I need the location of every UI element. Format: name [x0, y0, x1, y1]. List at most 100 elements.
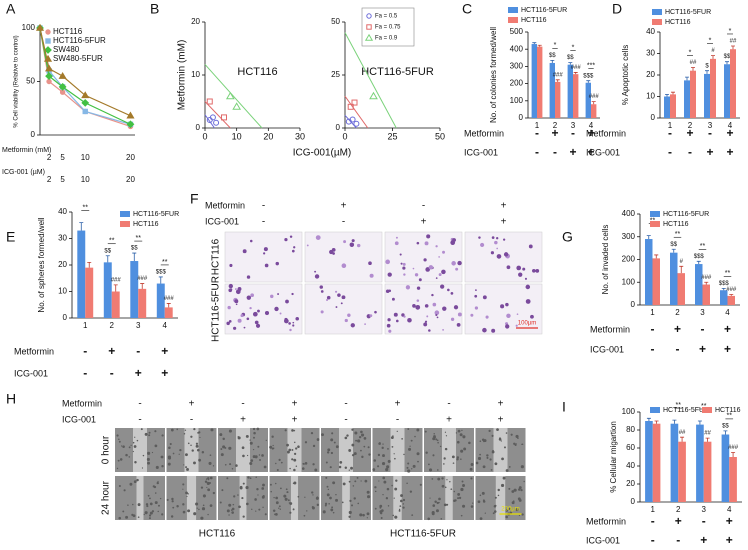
scale-bar-label: 100µm: [518, 321, 536, 327]
cell: [222, 437, 225, 441]
cell: [436, 501, 439, 505]
cell: [414, 435, 416, 438]
cell: [411, 514, 414, 517]
y-axis-label: Metformin (mM): [177, 40, 188, 111]
cell: [457, 429, 461, 433]
sign: -: [571, 126, 575, 140]
cell: [199, 436, 201, 439]
significance-mark: $$: [670, 242, 677, 248]
cell: [344, 436, 348, 440]
wound: [287, 428, 302, 472]
wound: [445, 476, 453, 520]
cell: [369, 273, 374, 278]
cell: [166, 498, 169, 502]
cell: [304, 496, 306, 498]
cell: [442, 306, 447, 311]
cell: [128, 456, 131, 458]
cell: [140, 428, 143, 431]
sign: -: [651, 342, 655, 356]
cell: [209, 476, 213, 480]
error-bar: [704, 281, 709, 285]
x-tick-label: 3: [700, 308, 705, 317]
bar: [138, 288, 147, 318]
cell: [350, 323, 355, 328]
cell: [291, 449, 294, 451]
cell: [195, 442, 199, 445]
error-bar: [672, 419, 677, 424]
cell: [293, 246, 296, 249]
cell: [431, 478, 434, 480]
cell: [441, 477, 444, 480]
cell: [363, 437, 367, 440]
row-name: ICG-001: [205, 216, 239, 226]
row-label: 0 hour: [101, 435, 112, 464]
cell: [183, 464, 185, 466]
cell: [506, 313, 511, 319]
error-bar: [685, 76, 689, 81]
cell: [463, 447, 467, 451]
cell: [212, 465, 215, 467]
sign: -: [262, 217, 265, 228]
cell: [265, 439, 267, 441]
cell: [176, 505, 179, 508]
cell: [315, 235, 321, 240]
cell: [131, 503, 134, 506]
cell: [239, 486, 243, 490]
cell: [149, 511, 153, 515]
cell: [472, 502, 474, 504]
y-tick-label: 20: [58, 260, 67, 269]
point: [44, 64, 54, 72]
cell: [286, 443, 289, 447]
significance-mark: $$: [724, 54, 731, 60]
sign: +: [161, 344, 168, 358]
cell: [470, 463, 474, 466]
cell: [372, 468, 376, 471]
sign: +: [674, 322, 681, 336]
cell: [125, 515, 129, 519]
legend-swatch: [120, 221, 130, 227]
legend-swatch: [508, 7, 518, 13]
cell: [122, 445, 125, 448]
legend-label: HCT116-5FUR: [663, 211, 709, 218]
cell: [182, 503, 185, 506]
cell: [378, 480, 380, 482]
significance-mark: ###: [111, 277, 122, 283]
cell: [407, 462, 410, 465]
significance-mark: $$: [722, 423, 729, 429]
cell: [453, 305, 459, 310]
cell: [347, 313, 351, 317]
cell: [457, 497, 460, 500]
cell: [198, 431, 201, 434]
cell: [316, 438, 320, 442]
cell: [387, 459, 391, 463]
cell: [242, 454, 245, 458]
sign: -: [83, 366, 87, 380]
panel-title: HCT116: [237, 66, 277, 78]
legend-marker: [366, 24, 372, 30]
cell: [438, 497, 441, 501]
cell: [443, 457, 446, 460]
cell: [220, 453, 224, 457]
significance-mark: ###: [571, 65, 582, 71]
row-name: ICG-001: [464, 147, 498, 157]
legend-label: HCT116: [53, 27, 83, 36]
cell: [500, 483, 505, 488]
cell: [458, 496, 462, 500]
cell: [324, 504, 327, 507]
cell: [254, 320, 259, 325]
legend-label: HCT116: [521, 17, 547, 24]
point: [209, 114, 216, 121]
legend-label: Fa = 0.75: [375, 25, 401, 31]
error-bar: [729, 294, 734, 296]
cell: [284, 497, 288, 501]
sign: +: [498, 399, 504, 410]
cell: [332, 511, 335, 514]
cell: [312, 463, 315, 466]
cell: [425, 451, 428, 454]
cell: [270, 294, 274, 299]
x-tick-label: 1: [83, 321, 88, 330]
cell: [417, 460, 419, 463]
sign: +: [498, 415, 504, 426]
sign: +: [724, 342, 731, 356]
sign: +: [569, 145, 576, 159]
